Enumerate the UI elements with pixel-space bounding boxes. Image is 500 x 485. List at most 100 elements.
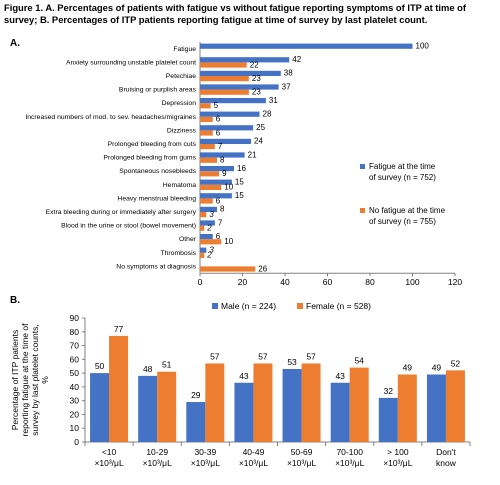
bar-male [234,382,254,442]
bar-no-fatigue [200,116,213,122]
bar-female [349,367,369,442]
bar-fatigue [200,206,217,212]
legend-label: Fatigue at the time [369,162,436,171]
bar-fatigue [200,111,260,117]
category-label: Petechiae [166,73,196,80]
data-label: 2 [206,251,212,260]
category-label: Hematoma [163,182,196,189]
bar-no-fatigue [200,144,215,150]
data-label: 100 [416,42,430,51]
data-label: 6 [216,196,221,205]
data-label: 48 [143,364,153,374]
bar-no-fatigue [200,171,220,177]
bar-fatigue [200,234,213,240]
bar-fatigue [200,179,232,185]
legend-swatch [297,303,303,309]
y-tick-label: 50 [70,368,80,378]
bar-no-fatigue [200,225,205,231]
category-label: ×10³/μL [143,458,173,468]
data-label: 28 [263,110,272,119]
x-tick-label: 120 [448,277,462,287]
bar-fatigue [200,57,290,63]
legend-label: of survey (n = 752) [369,173,436,182]
data-label: 43 [239,371,249,381]
data-label: 51 [162,360,172,370]
bar-fatigue [200,125,254,131]
y-tick-label: 20 [70,409,80,419]
y-axis-title: Percentage of ITP patients [10,330,20,431]
data-label: 25 [256,123,265,132]
legend-swatch [360,208,365,213]
bar-female [301,363,321,442]
bar-fatigue [200,70,281,76]
data-label: 10 [224,237,233,246]
y-tick-label: 30 [70,396,80,406]
y-tick-label: 70 [70,341,80,351]
category-label: Extra bleeding during or immediately aft… [46,209,197,216]
category-label: ×10³/μL [239,458,269,468]
category-label: 50-69 [291,447,313,457]
data-label: 7 [218,142,223,151]
bar-female [397,374,417,442]
x-tick-label: 40 [280,277,290,287]
data-label: 32 [384,386,394,396]
legend-swatch [212,303,218,309]
data-label: 77 [114,324,124,334]
bar-no-fatigue [200,184,222,190]
y-axis-title: % [40,376,50,384]
category-label: ×10³/μL [94,458,124,468]
data-label: 6 [216,232,221,241]
x-tick-label: 0 [198,277,203,287]
x-tick-label: 100 [405,277,419,287]
x-tick-label: 60 [323,277,333,287]
data-label: 57 [306,351,316,361]
chart-a: 0 20 40 60 80 100 120 Fatigue 100 Anxiety surroun… [25,42,462,288]
data-label: 22 [250,60,259,69]
data-label: 23 [252,88,261,97]
bar-male [426,374,446,442]
legend-label: Male (n = 224) [221,301,276,311]
data-label: 37 [282,82,291,91]
legend-label: Female (n = 528) [306,301,371,311]
bar-no-fatigue [200,266,256,272]
category-label: 40-49 [243,447,265,457]
data-label: 10 [224,183,233,192]
data-label: 9 [222,169,227,178]
data-label: 49 [403,362,413,372]
bar-fatigue [200,98,266,104]
bar-female [205,363,225,442]
data-label: 43 [335,371,345,381]
bar-no-fatigue [200,89,249,95]
bar-male [378,397,398,442]
panel-b-label: B. [10,295,20,306]
bar-female [157,371,177,442]
bar-fatigue [200,152,245,158]
data-label: 57 [258,351,268,361]
bar-fatigue [200,138,251,144]
data-label: 6 [216,128,221,137]
panel-a-label: A. [10,38,20,49]
data-label: 21 [248,150,257,159]
data-label: 6 [216,115,221,124]
y-tick-label: 90 [70,313,80,323]
legend-swatch [360,164,365,169]
bar-male [282,368,302,442]
data-label: 8 [220,156,225,165]
bar-fatigue [200,166,234,172]
category-label: Blood in the urine or stool (bowel movem… [61,223,196,230]
category-label: No symptoms at diagnosis [116,263,196,270]
bar-male [330,382,350,442]
data-label: 54 [354,356,364,366]
data-label: 2 [206,224,212,233]
data-label: 15 [235,178,244,187]
data-label: 52 [451,358,461,368]
data-label: 8 [220,205,225,214]
data-label: 23 [252,74,261,83]
bar-no-fatigue [200,62,247,68]
data-label: 31 [269,96,278,105]
data-label: 15 [235,191,244,200]
data-label: 16 [237,164,246,173]
data-label: 7 [218,218,223,227]
x-tick-label: 20 [238,277,248,287]
